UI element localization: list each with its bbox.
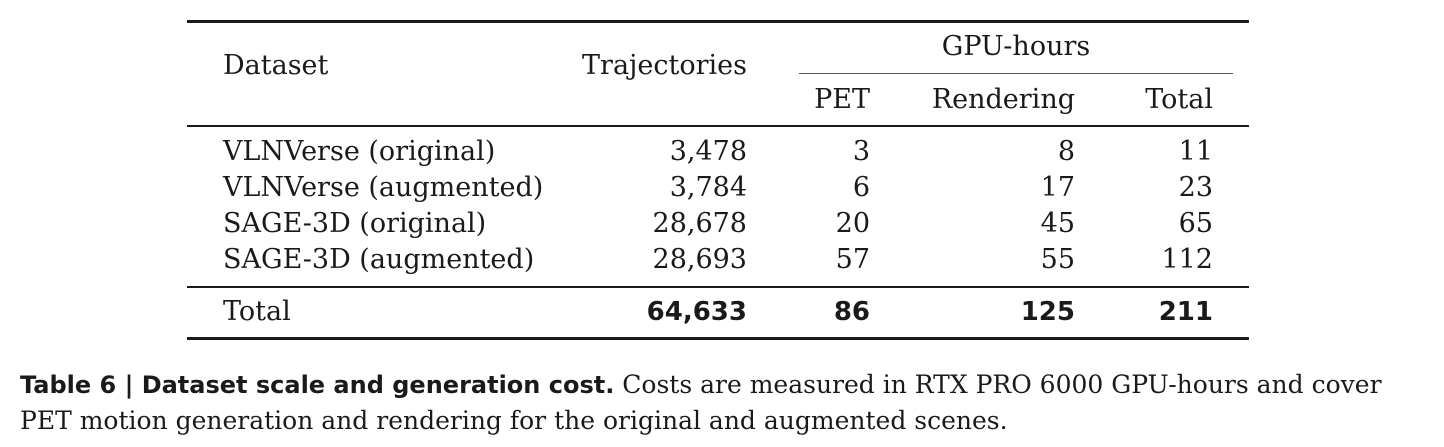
header-rendering: Rendering [931,84,1075,115]
row-3-dataset: SAGE-3D (augmented) [223,244,535,275]
header-pet: PET [814,84,870,115]
total-row-rendering: 125 [1020,297,1075,327]
row-2-dataset: SAGE-3D (original) [223,208,487,239]
row-3-rendering: 55 [1040,244,1075,275]
row-1-total: 23 [1178,172,1213,203]
row-0-pet: 3 [852,136,870,167]
row-2-rendering: 45 [1040,208,1075,239]
row-1-pet: 6 [852,172,870,203]
row-3-total: 112 [1161,244,1213,275]
bottom-rule [187,337,1249,340]
row-0-trajectories: 3,478 [669,136,747,167]
header-gpu-hours: GPU-hours [941,31,1091,62]
table-caption: Table 6 | Dataset scale and generation c… [20,367,1430,439]
total-row-dataset: Total [223,296,291,327]
header-trajectories: Trajectories [582,50,747,81]
gpu-hours-cmidrule [799,73,1233,74]
top-rule [187,20,1249,23]
row-2-total: 65 [1178,208,1213,239]
total-rule [187,286,1249,288]
row-0-dataset: VLNVerse (original) [223,136,496,167]
row-2-trajectories: 28,678 [652,208,747,239]
data-table: Dataset Trajectories GPU-hours PET Rende… [187,0,1249,345]
row-1-trajectories: 3,784 [669,172,747,203]
row-1-rendering: 17 [1040,172,1075,203]
total-row-trajectories: 64,633 [646,297,747,327]
row-2-pet: 20 [835,208,870,239]
caption-text: Costs are measured in RTX PRO 6000 GPU-h… [20,370,1382,435]
header-rule [187,125,1249,127]
row-3-trajectories: 28,693 [652,244,747,275]
row-0-rendering: 8 [1057,136,1075,167]
row-1-dataset: VLNVerse (augmented) [223,172,544,203]
total-row-pet: 86 [833,297,870,327]
total-row-total: 211 [1158,297,1213,327]
header-total: Total [1145,84,1213,115]
row-0-total: 11 [1178,136,1213,167]
header-dataset: Dataset [223,50,329,81]
row-3-pet: 57 [835,244,870,275]
caption-label: Table 6 | Dataset scale and generation c… [20,371,615,399]
